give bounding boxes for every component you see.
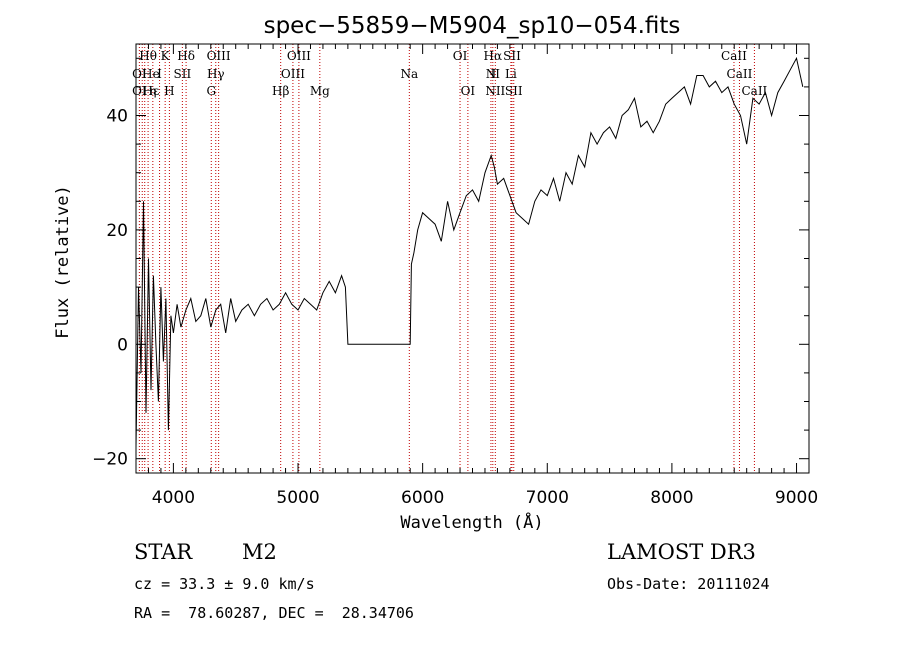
spectral-line-label: OIII bbox=[287, 49, 311, 63]
y-tick-label: 40 bbox=[106, 107, 128, 127]
spectrum-series bbox=[135, 56, 804, 448]
spectral-line-label: Hβ bbox=[272, 84, 289, 98]
spectral-line-label: η bbox=[149, 84, 156, 98]
spectral-line-label: CaII bbox=[727, 67, 753, 81]
spectral-line-label: Hγ bbox=[207, 67, 225, 81]
spectral-line-label: G bbox=[206, 84, 216, 98]
spectral-line-label: OIII bbox=[281, 67, 305, 81]
redshift-cz: cz = 33.3 ± 9.0 km/s bbox=[134, 575, 315, 593]
x-tick-label: 9000 bbox=[775, 488, 818, 508]
x-axis-label: Wavelength (Å) bbox=[400, 511, 543, 533]
spectral-line-label: SII bbox=[174, 67, 192, 81]
survey-name: LAMOST DR3 bbox=[607, 540, 756, 564]
spectral-line-label: OI bbox=[461, 84, 476, 98]
spectral-line-label: OI bbox=[453, 49, 468, 63]
y-tick-label: 0 bbox=[117, 335, 128, 355]
spectral-line-label: CaII bbox=[741, 84, 767, 98]
spectral-line-label: I bbox=[157, 67, 162, 81]
spectral-line-label: K bbox=[161, 49, 171, 63]
spectral-line-label: CaII bbox=[721, 49, 747, 63]
spectral-line-label: OIII bbox=[207, 49, 231, 63]
spectral-line-label: Hε bbox=[143, 84, 160, 98]
object-class: STAR bbox=[134, 540, 193, 564]
y-axis-label: Flux (relative) bbox=[53, 185, 73, 339]
coordinates: RA = 78.60287, DEC = 28.34706 bbox=[134, 604, 414, 622]
x-tick-label: 7000 bbox=[526, 488, 569, 508]
spectral-line-label: Na bbox=[400, 67, 418, 81]
x-tick-label: 4000 bbox=[152, 488, 195, 508]
spectral-line-label: Mg bbox=[310, 84, 330, 98]
spectral-line-label: Hδ bbox=[177, 49, 195, 63]
spectral-line-label: He bbox=[142, 67, 160, 81]
chart-title: spec−55859−M5904_sp10−054.fits bbox=[264, 13, 681, 39]
x-tick-label: 5000 bbox=[276, 488, 319, 508]
axis-ticks: 4000 5000 6000 7000 8000 9000 −20 0 20 40 bbox=[92, 44, 818, 508]
spectral-line-label: NII bbox=[485, 84, 505, 98]
spectral-line-label: SII bbox=[503, 49, 521, 63]
x-tick-label: 6000 bbox=[401, 488, 444, 508]
spectral-line-label: Li bbox=[505, 67, 517, 81]
x-tick-label: 8000 bbox=[650, 488, 693, 508]
y-tick-label: −20 bbox=[92, 450, 128, 470]
spectral-line-label: II bbox=[491, 67, 501, 81]
spectral-line-label: H bbox=[164, 84, 174, 98]
spectral-line-label: Hθ bbox=[139, 49, 157, 63]
spectral-line-label: N bbox=[486, 67, 497, 81]
spectral-line-markers bbox=[138, 44, 755, 473]
plot-frame bbox=[135, 43, 810, 474]
y-tick-label: 20 bbox=[106, 221, 128, 241]
spectral-line-label: SII bbox=[505, 84, 523, 98]
spectral-line-label: Hα bbox=[484, 49, 503, 63]
object-subclass: M2 bbox=[242, 540, 277, 564]
obs-date: Obs-Date: 20111024 bbox=[607, 575, 770, 593]
